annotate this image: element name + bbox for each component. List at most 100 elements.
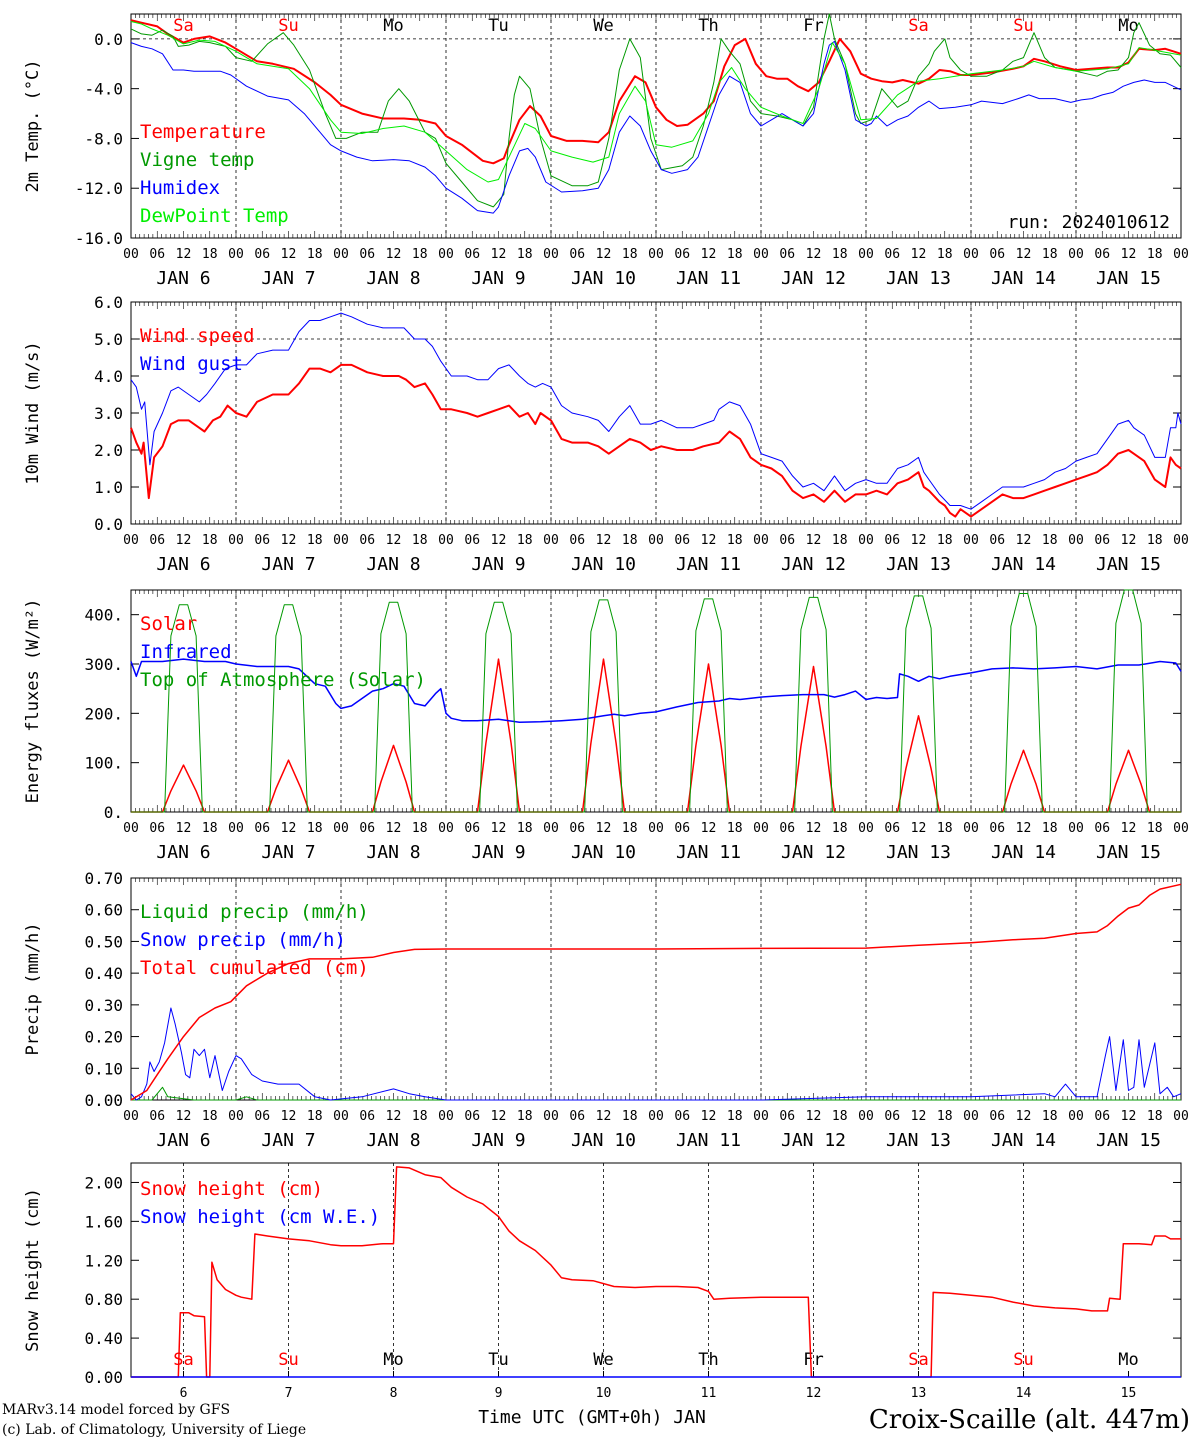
- x-day-label: JAN 13: [886, 1130, 951, 1151]
- x-hour-label: 06: [989, 247, 1005, 262]
- x-hour-label: 00: [648, 1109, 664, 1124]
- x-day-number: 11: [701, 1386, 717, 1401]
- weekday-label: Th: [698, 16, 718, 36]
- x-day-label: JAN 12: [781, 268, 846, 289]
- chart-panel-5: 2.00 1.60 1.20 0.80 0.40 0.00 Snow height (cm)…: [23, 1162, 1182, 1401]
- x-hour-label: 12: [176, 821, 192, 836]
- x-day-label: JAN 6: [156, 268, 210, 289]
- legend-entry: Snow precip (mm/h): [140, 929, 346, 951]
- x-day-label: JAN 13: [886, 842, 951, 863]
- x-hour-label: 00: [123, 247, 139, 262]
- x-hour-label: 12: [386, 247, 402, 262]
- weekday-label: Mo: [1118, 1350, 1138, 1370]
- x-day-label: JAN 15: [1096, 842, 1161, 863]
- x-day-label: JAN 8: [366, 268, 420, 289]
- x-hour-label: 00: [333, 533, 349, 548]
- legend-entry: Liquid precip (mm/h): [140, 901, 369, 923]
- x-hour-label: 12: [281, 1109, 297, 1124]
- x-hour-label: 06: [674, 533, 690, 548]
- weekday-label: Fr: [803, 16, 823, 36]
- x-hour-label: 18: [622, 533, 638, 548]
- x-hour-label: 06: [1094, 247, 1110, 262]
- x-hour-label: 00: [1173, 821, 1189, 836]
- x-day-number: 6: [180, 1386, 188, 1401]
- x-hour-label: 12: [806, 821, 822, 836]
- x-hour-label: 00: [333, 247, 349, 262]
- y-tick-label: -4.0: [84, 80, 123, 99]
- x-hour-label: 18: [832, 821, 848, 836]
- weekday-label: Tu: [488, 1350, 508, 1370]
- x-hour-label: 00: [963, 821, 979, 836]
- x-hour-label: 12: [701, 247, 717, 262]
- x-hour-label: 18: [307, 533, 323, 548]
- y-tick-label: 200.: [84, 704, 123, 723]
- x-hour-label: 06: [464, 1109, 480, 1124]
- x-hour-label: 18: [307, 1109, 323, 1124]
- x-day-label: JAN 8: [366, 842, 420, 863]
- x-hour-label: 06: [884, 1109, 900, 1124]
- x-hour-label: 18: [1042, 247, 1058, 262]
- x-day-label: JAN 15: [1096, 554, 1161, 575]
- x-hour-label: 06: [569, 533, 585, 548]
- x-hour-label: 18: [202, 821, 218, 836]
- y-tick-label: 0.10: [84, 1059, 123, 1078]
- legend-entry: Top of Atmosphere (Solar): [140, 669, 426, 691]
- x-hour-label: 18: [1147, 821, 1163, 836]
- weekday-label: Mo: [383, 1350, 403, 1370]
- y-tick-label: 300.: [84, 655, 123, 674]
- legend-entry: Wind gust: [140, 353, 243, 375]
- x-hour-label: 06: [674, 821, 690, 836]
- x-day-number: 7: [285, 1386, 293, 1401]
- series-line: [130, 19, 1182, 165]
- model-credit: MARv3.14 model forced by GFS: [2, 1402, 230, 1418]
- x-hour-label: 06: [989, 1109, 1005, 1124]
- x-hour-label: 00: [1173, 247, 1189, 262]
- x-hour-label: 12: [281, 533, 297, 548]
- chart-panel-3: 400. 300. 200. 100. 0. Energy fluxes (W/m²) 00…: [23, 589, 1189, 863]
- series-line: [131, 1086, 1181, 1101]
- x-day-label: JAN 13: [886, 268, 951, 289]
- x-day-label: JAN 8: [366, 1130, 420, 1151]
- x-hour-label: 06: [149, 247, 165, 262]
- y-axis-label: Energy fluxes (W/m²): [23, 599, 43, 804]
- chart-panel-4: 0.70 0.60 0.50 0.40 0.30 0.20 0.10 0.00 Precip (…: [23, 869, 1189, 1151]
- x-hour-label: 00: [438, 247, 454, 262]
- x-hour-label: 18: [517, 533, 533, 548]
- legend-entry: Snow height (cm): [140, 1178, 323, 1200]
- x-hour-label: 06: [1094, 821, 1110, 836]
- x-hour-label: 12: [911, 247, 927, 262]
- x-hour-label: 00: [543, 247, 559, 262]
- x-hour-label: 12: [386, 821, 402, 836]
- x-day-number: 12: [806, 1386, 822, 1401]
- y-tick-label: 6.0: [94, 293, 123, 312]
- x-hour-label: 06: [464, 247, 480, 262]
- y-axis-label: 10m Wind (m/s): [23, 341, 43, 484]
- x-day-label: JAN 10: [571, 554, 636, 575]
- x-hour-label: 06: [464, 821, 480, 836]
- weekday-label: We: [593, 1350, 613, 1370]
- x-hour-label: 06: [359, 247, 375, 262]
- weekday-label: Th: [698, 1350, 718, 1370]
- x-hour-label: 00: [858, 533, 874, 548]
- weekday-label: Sa: [908, 16, 928, 36]
- x-day-label: JAN 10: [571, 1130, 636, 1151]
- x-hour-label: 00: [123, 1109, 139, 1124]
- x-hour-label: 12: [701, 533, 717, 548]
- x-day-label: JAN 11: [676, 1130, 741, 1151]
- x-hour-label: 06: [674, 1109, 690, 1124]
- x-hour-label: 00: [438, 533, 454, 548]
- x-hour-label: 00: [963, 247, 979, 262]
- weekday-label: Tu: [488, 16, 508, 36]
- x-day-label: JAN 10: [571, 842, 636, 863]
- series-line: [130, 658, 1182, 723]
- x-hour-label: 00: [228, 821, 244, 836]
- x-hour-label: 18: [202, 1109, 218, 1124]
- x-hour-label: 18: [1042, 821, 1058, 836]
- y-tick-label: 4.0: [94, 367, 123, 386]
- y-tick-label: 1.20: [84, 1251, 123, 1270]
- x-hour-label: 00: [858, 247, 874, 262]
- x-hour-label: 18: [517, 821, 533, 836]
- x-hour-label: 18: [1147, 1109, 1163, 1124]
- x-hour-label: 00: [753, 821, 769, 836]
- x-hour-label: 18: [622, 1109, 638, 1124]
